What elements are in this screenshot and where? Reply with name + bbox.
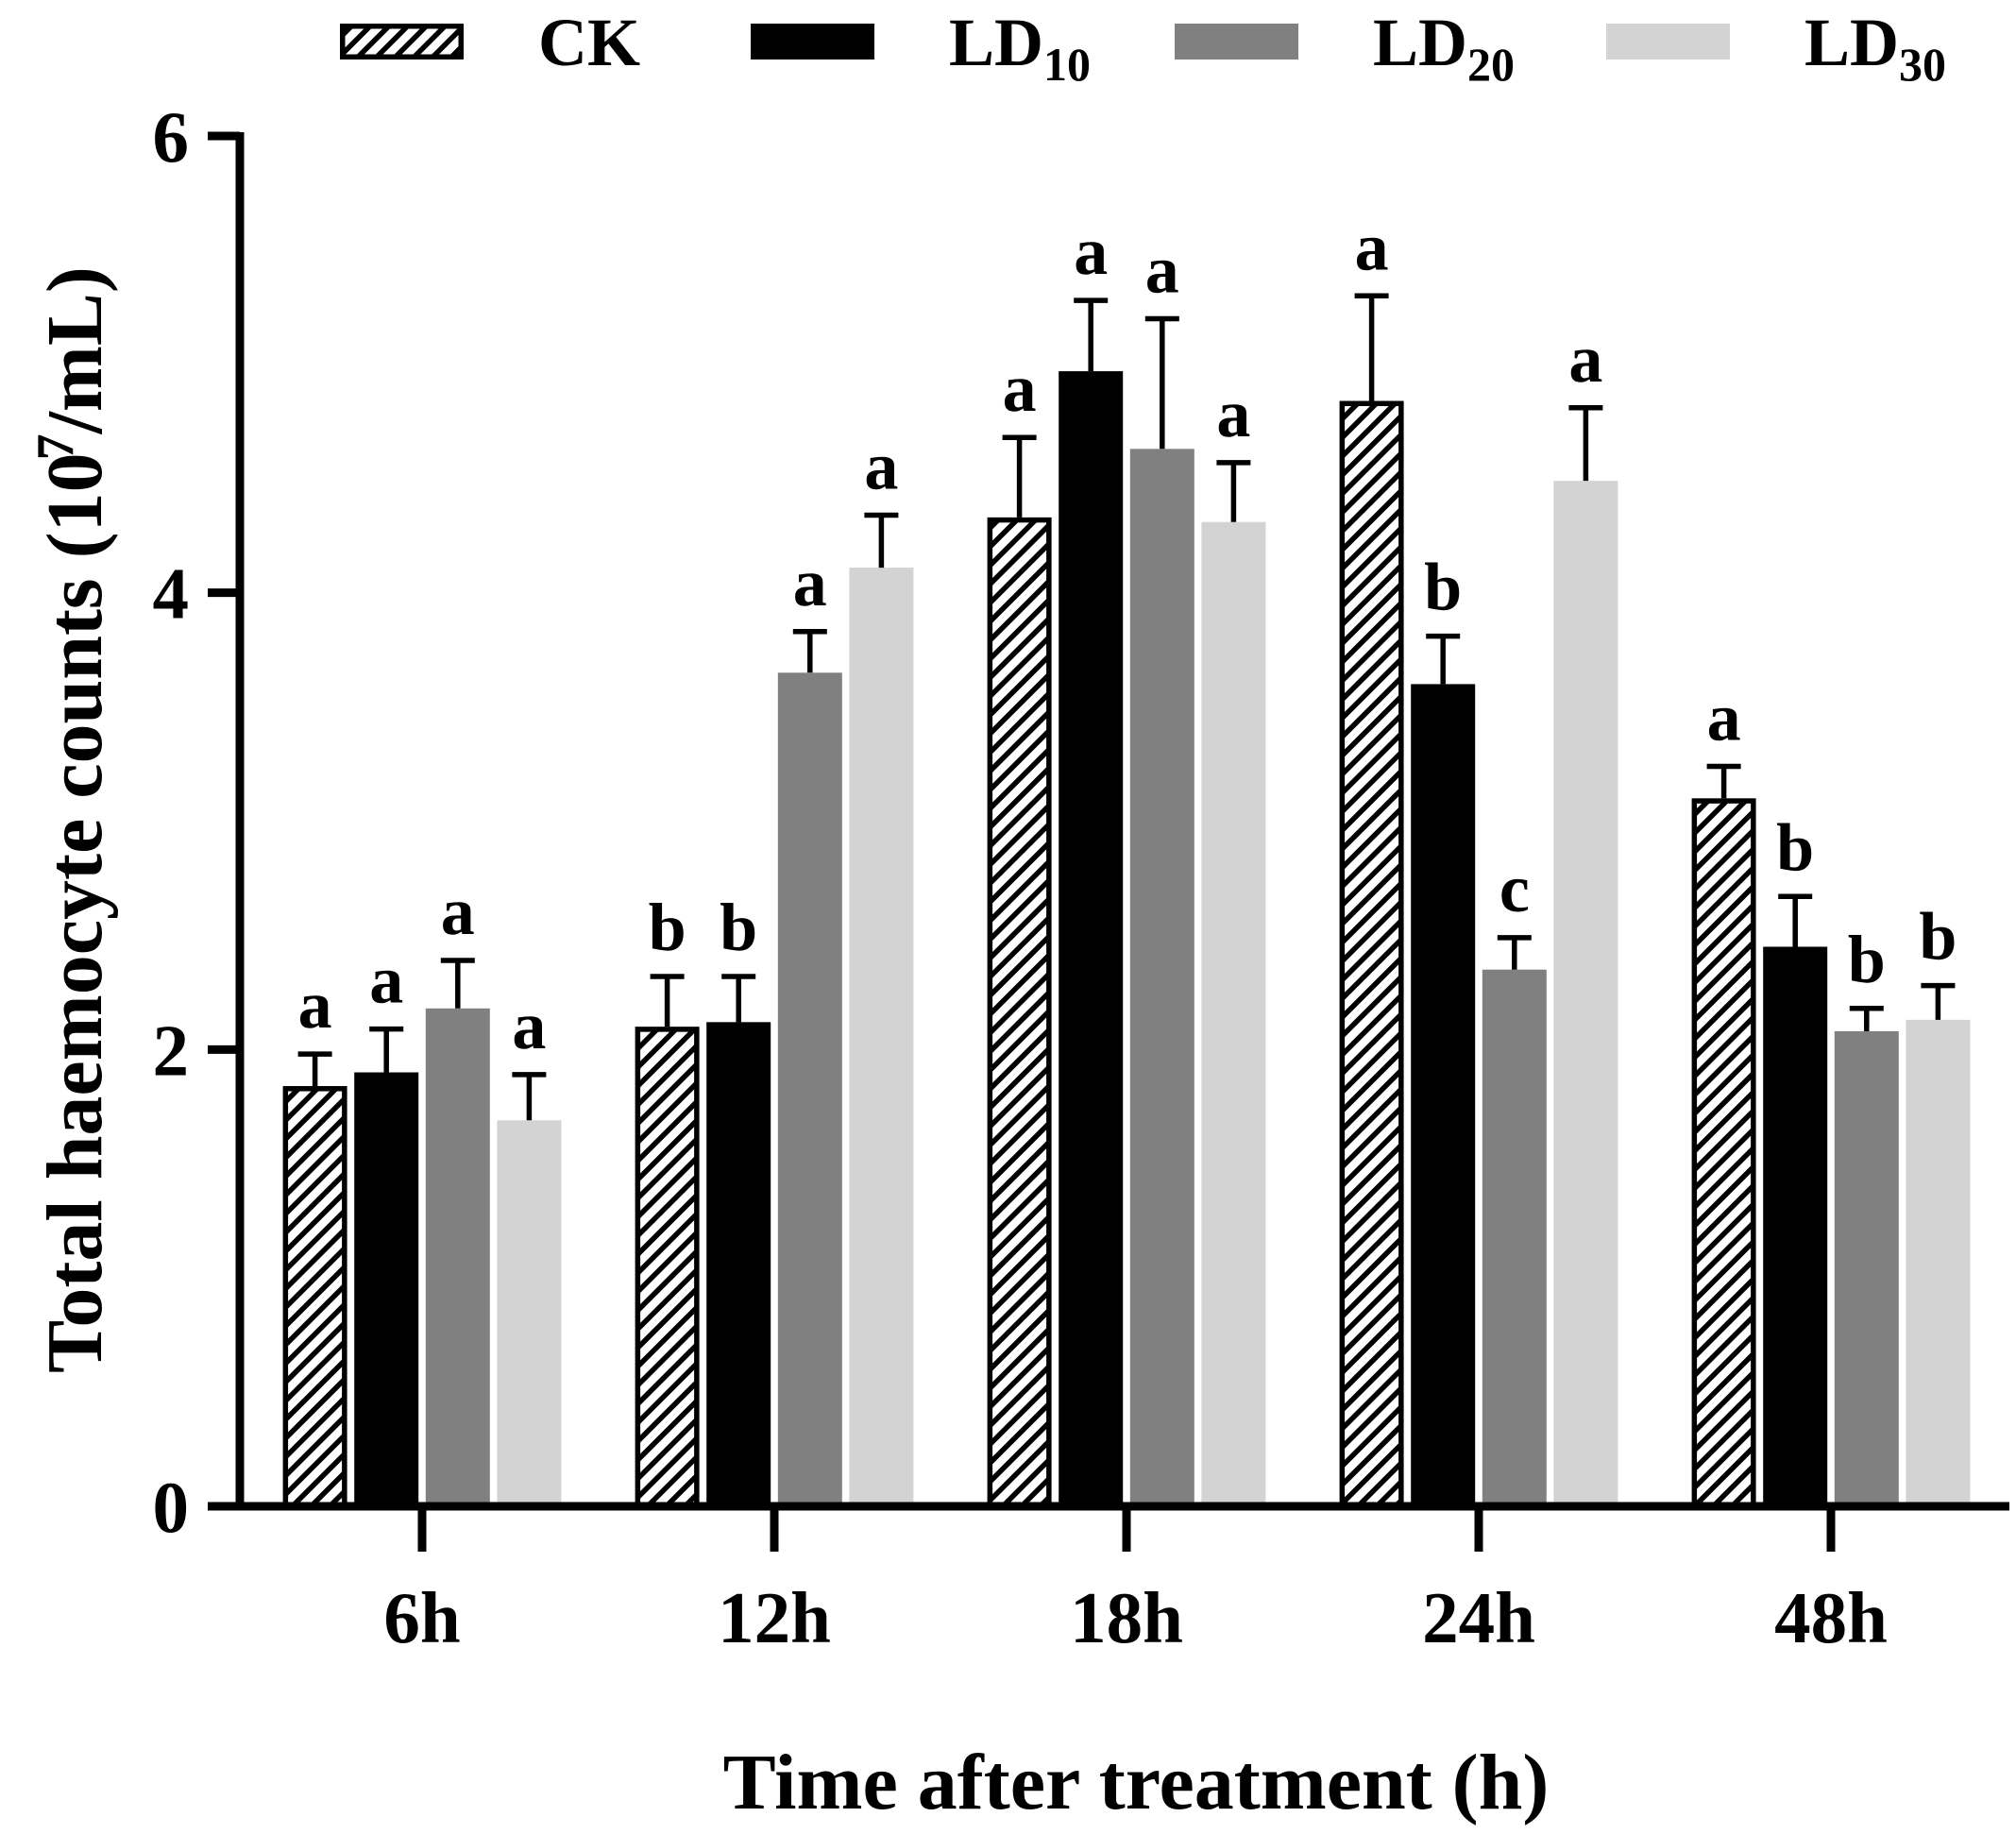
significance-letter-LD30-24h: a [1568, 321, 1602, 397]
legend-label-LD10: LD10 [949, 5, 1091, 91]
legend-label-LD20: LD20 [1373, 5, 1515, 91]
legend-label-CK: CK [538, 5, 640, 80]
x-axis-ticks: 6h 12h 18h 24h 48h [383, 1506, 1888, 1658]
significance-letter-LD30-18h: a [1216, 376, 1250, 451]
bar-CK-12h [635, 1027, 700, 1509]
legend-label-LD30: LD30 [1804, 5, 1946, 91]
x-tick-label-24h: 24h [1422, 1577, 1535, 1658]
legend-label-base: LD [1804, 5, 1899, 80]
significance-letter-LD20-12h: a [793, 545, 827, 620]
bar-LD30-18h [1201, 521, 1266, 1507]
bar-CK-48h [1691, 798, 1756, 1509]
legend-label-base: LD [1373, 5, 1467, 80]
bar-LD20-6h [425, 1008, 490, 1506]
legend-label-subscript: 30 [1899, 38, 1946, 91]
bar-LD10-12h [706, 1022, 771, 1506]
bar-group-12h: b b aa [635, 428, 914, 1509]
x-tick-label-6h: 6h [383, 1577, 460, 1658]
x-tick-label-18h: 18h [1070, 1577, 1183, 1658]
legend-label-subscript: 10 [1043, 38, 1091, 91]
bar-group-48h: abb b [1691, 679, 1971, 1509]
y-axis-ticks: 0 2 4 6 [153, 96, 240, 1548]
legend-label-subscript: 20 [1467, 38, 1515, 91]
legend-item-LD10: LD10 [751, 5, 1091, 91]
legend-label-base: LD [949, 5, 1043, 80]
legend: CK LD10 LD20 LD30 [340, 5, 1946, 91]
bar-LD20-18h [1129, 449, 1194, 1507]
legend-swatch-LD30 [1606, 24, 1730, 59]
significance-letter-LD20-18h: a [1145, 231, 1179, 307]
x-tick-label-12h: 12h [718, 1577, 831, 1658]
bar-LD20-12h [777, 672, 842, 1506]
y-tick-label-4: 4 [153, 553, 190, 635]
significance-letter-LD20-24h: c [1499, 851, 1530, 926]
bar-LD10-48h [1763, 946, 1828, 1506]
y-axis-label-main: Total haemocyte counts (10 [31, 452, 119, 1373]
x-tick-label-48h: 48h [1774, 1577, 1888, 1658]
legend-item-LD30: LD30 [1606, 5, 1946, 91]
bar-LD30-6h [497, 1120, 562, 1506]
significance-letter-LD10-24h: b [1424, 550, 1462, 625]
bar-LD30-12h [849, 568, 914, 1506]
legend-item-LD20: LD20 [1175, 5, 1515, 91]
legend-swatch-LD10 [751, 24, 874, 59]
legend-swatch-LD20 [1175, 24, 1298, 59]
bar-CK-18h [987, 517, 1052, 1509]
significance-letter-CK-18h: a [1003, 350, 1037, 426]
bar-LD20-24h [1482, 969, 1547, 1506]
y-tick-label-2: 2 [153, 1010, 190, 1091]
bar-group-6h: a aaa [282, 874, 562, 1509]
significance-letter-LD20-6h: a [441, 874, 475, 949]
significance-letter-LD30-12h: a [864, 428, 898, 503]
legend-label-base: CK [538, 5, 640, 80]
significance-letter-CK-24h: a [1355, 209, 1389, 284]
significance-letter-LD20-48h: b [1848, 922, 1886, 997]
bar-group-24h: a b c a [1339, 209, 1618, 1509]
bar-LD10-18h [1059, 371, 1124, 1506]
bar-CK-24h [1339, 400, 1404, 1509]
significance-letter-LD30-6h: a [512, 988, 546, 1063]
significance-letter-LD10-6h: a [369, 942, 403, 1018]
significance-letter-LD10-12h: b [720, 890, 757, 965]
bar-CK-6h [282, 1086, 347, 1509]
significance-letter-CK-6h: a [298, 967, 332, 1043]
significance-letter-CK-48h: a [1707, 679, 1741, 755]
bar-LD10-24h [1411, 684, 1476, 1506]
bar-LD20-48h [1834, 1030, 1899, 1506]
bar-LD30-24h [1553, 481, 1618, 1506]
bar-LD10-6h [354, 1072, 419, 1506]
significance-letter-LD30-48h: b [1919, 899, 1957, 975]
bar-LD30-48h [1906, 1019, 1971, 1506]
bar-group-18h: aa aa [987, 213, 1266, 1509]
y-tick-label-6: 6 [153, 96, 190, 178]
y-tick-label-0: 0 [153, 1467, 190, 1548]
y-axis-label-end: /mL) [31, 266, 119, 434]
legend-item-CK: CK [340, 5, 640, 80]
y-axis-label: Total haemocyte counts (107/mL) [26, 266, 119, 1373]
y-axis-label-superscript: 7 [26, 433, 85, 460]
legend-swatch-CK [340, 24, 464, 59]
significance-letter-LD10-48h: b [1776, 809, 1814, 885]
significance-letter-LD10-18h: a [1074, 213, 1108, 289]
significance-letter-CK-12h: b [649, 890, 686, 965]
x-axis-label: Time after treatment (h) [723, 1739, 1550, 1826]
